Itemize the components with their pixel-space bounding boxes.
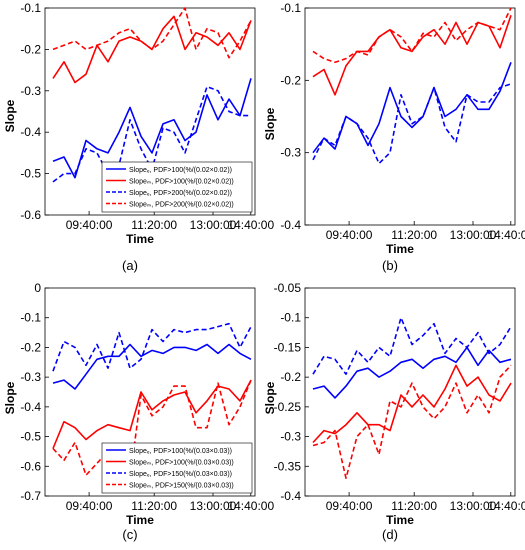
y-tick-label: -0.4 [280, 218, 301, 232]
plot-frame [304, 7, 516, 226]
y-tick-label: -0.3 [280, 146, 301, 160]
x-tick-label: 14:40:00 [227, 218, 274, 232]
x-tick-label: 09:40:00 [66, 218, 113, 232]
y-tick-label: -0.1 [20, 1, 41, 15]
y-tick-label: -0.2 [280, 370, 301, 384]
y-tick-label: -0.6 [20, 459, 41, 473]
x-axis-label: Time [386, 513, 414, 527]
y-tick-label: -0.15 [274, 340, 302, 354]
x-tick-label: 11:20:00 [131, 218, 177, 232]
series-line-2 [312, 364, 512, 444]
series-line-2 [312, 14, 512, 96]
legend-entry: Slopeₑ, PDF>200(%/(0.02×0.02)) [129, 190, 232, 197]
series-line-1 [312, 346, 512, 399]
x-tick-label: 09:40:00 [326, 499, 373, 513]
panel-2: -0.1 -0.2 -0.3 -0.4 09:40:00 11:20:00 13:00:00… [263, 1, 525, 273]
y-tick-label: -0.4 [280, 489, 301, 503]
y-tick-label: -0.35 [274, 459, 302, 473]
y-axis-label: Slope [3, 381, 17, 414]
y-tick-label: -0.5 [20, 430, 41, 444]
x-axis-label: Time [386, 242, 414, 256]
legend-entry: Slopeₘ, PDF>200(%/(0.02×0.02)) [129, 202, 234, 209]
panel-label: (d) [382, 527, 398, 542]
y-axis-label: Slope [263, 381, 277, 414]
series-line-3 [312, 83, 512, 165]
legend-box [101, 442, 253, 494]
x-tick-label: 14:40:00 [227, 499, 274, 513]
x-tick-label: 11:20:00 [391, 228, 437, 242]
y-tick-label: -0.2 [20, 42, 41, 56]
x-tick-label: 09:40:00 [66, 499, 113, 513]
y-tick-label: -0.5 [20, 167, 41, 181]
series-line-1 [52, 78, 252, 179]
y-tick-label: -0.25 [274, 400, 302, 414]
panel-3: 0 -0.1 -0.2 -0.3 -0.4 -0.5 -0.6 -0.7 09:40:00 11:… [3, 281, 274, 542]
x-tick-label: 13:00:00 [190, 218, 237, 232]
series-line-4 [52, 379, 252, 480]
series-line-3 [52, 322, 252, 372]
y-tick-label: -0.7 [20, 489, 41, 503]
plot-frame [304, 287, 516, 497]
y-tick-label: -0.1 [280, 1, 301, 15]
legend-entry: Slopeₘ, PDF>100(%/(0.02×0.02)) [129, 179, 234, 186]
series-line-4 [312, 364, 512, 480]
panel-label: (c) [122, 527, 137, 542]
panel-label: (a) [122, 258, 138, 273]
legend-entry: Slopeₘ, PDF>150(%/(0.03×0.03)) [129, 483, 234, 490]
y-tick-label: -0.4 [20, 125, 41, 139]
y-tick-label: 0 [34, 281, 41, 295]
y-axis-label: Slope [263, 107, 277, 140]
y-axis-label: Slope [3, 99, 17, 132]
legend-box [101, 161, 253, 213]
legend: Slopeₑ, PDF>100(%/(0.03×0.03)) Slopeₘ, PD… [101, 442, 253, 494]
plot-frame [44, 7, 256, 216]
x-axis-label: Time [126, 232, 154, 246]
series-line-4 [312, 7, 512, 64]
y-tick-label: -0.1 [20, 311, 41, 325]
y-tick-label: -0.3 [280, 430, 301, 444]
x-tick-label: 13:00:00 [450, 228, 497, 242]
y-tick-label: -0.3 [20, 84, 41, 98]
y-tick-label: -0.6 [20, 208, 41, 222]
x-tick-label: 11:20:00 [131, 499, 177, 513]
series-line-3 [312, 316, 512, 376]
x-tick-label: 09:40:00 [326, 228, 373, 242]
x-tick-label: 13:00:00 [190, 499, 237, 513]
x-tick-label: 14:40:00 [487, 499, 525, 513]
series-line-4 [52, 7, 252, 59]
plot-frame [44, 287, 256, 497]
y-tick-label: -0.2 [280, 73, 301, 87]
legend-entry: Slopeₑ, PDF>150(%/(0.03×0.03)) [129, 471, 232, 478]
y-tick-label: -0.2 [20, 340, 41, 354]
y-tick-label: -0.05 [274, 281, 302, 295]
legend-entry: Slopeₘ, PDF>100(%/(0.03×0.03)) [129, 460, 234, 467]
panel-4: -0.05 -0.1 -0.15 -0.2 -0.25 -0.3 -0.35 -0.4 09:4… [263, 281, 525, 542]
legend: Slopeₑ, PDF>100(%/(0.02×0.02)) Slopeₘ, PD… [101, 161, 253, 213]
x-tick-label: 14:40:00 [487, 228, 525, 242]
x-axis-label: Time [126, 513, 154, 527]
panel-label: (b) [382, 258, 398, 273]
x-tick-label: 13:00:00 [450, 499, 497, 513]
panel-1: -0.1 -0.2 -0.3 -0.4 -0.5 -0.6 09:40:00 11:20:00… [3, 1, 274, 273]
y-tick-label: -0.4 [20, 400, 41, 414]
x-tick-label: 11:20:00 [391, 499, 437, 513]
y-tick-label: -0.3 [20, 370, 41, 384]
legend-entry: Slopeₑ, PDF>100(%/(0.02×0.02)) [129, 167, 232, 174]
y-tick-label: -0.1 [280, 311, 301, 325]
series-line-1 [52, 343, 252, 390]
legend-entry: Slopeₑ, PDF>100(%/(0.03×0.03)) [129, 448, 232, 455]
